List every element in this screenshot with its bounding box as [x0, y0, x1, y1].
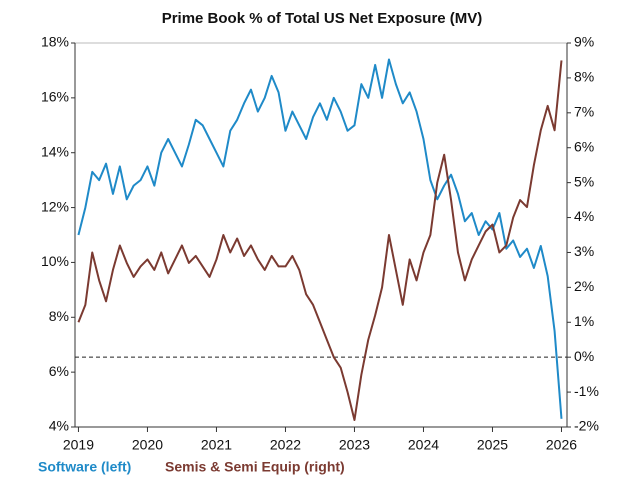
legend-label: Semis & Semi Equip (right)	[165, 459, 345, 475]
y-tick-label: 16%	[41, 89, 69, 105]
y-tick-label: 10%	[41, 253, 69, 269]
x-tick-label: 2019	[63, 437, 94, 453]
y2-tick-label: 7%	[574, 104, 594, 120]
x-tick-label: 2026	[546, 437, 577, 453]
y2-tick-label: 0%	[574, 348, 594, 364]
x-tick-label: 2021	[201, 437, 232, 453]
x-tick-label: 2025	[477, 437, 508, 453]
y2-tick-label: 5%	[574, 173, 594, 189]
y2-tick-label: -1%	[574, 383, 599, 399]
y-tick-label: 18%	[41, 34, 69, 50]
y-tick-label: 8%	[49, 308, 69, 324]
plot-frame	[74, 42, 568, 428]
y-tick-label: 4%	[49, 418, 69, 434]
y2-tick-label: 9%	[574, 34, 594, 50]
x-tick-label: 2022	[270, 437, 301, 453]
x-tick-label: 2024	[408, 437, 439, 453]
x-tick-label: 2020	[132, 437, 163, 453]
legend-label: Software (left)	[38, 459, 131, 475]
x-tick-label: 2023	[339, 437, 370, 453]
chart-title: Prime Book % of Total US Net Exposure (M…	[162, 10, 483, 27]
y-tick-label: 14%	[41, 143, 69, 159]
y2-tick-label: 3%	[574, 243, 594, 259]
y2-tick-label: 1%	[574, 313, 594, 329]
y2-tick-label: -2%	[574, 418, 599, 434]
y-tick-label: 12%	[41, 198, 69, 214]
series-line	[77, 60, 563, 422]
y2-tick-label: 4%	[574, 208, 594, 224]
y2-tick-label: 8%	[574, 69, 594, 85]
y-tick-label: 6%	[49, 363, 69, 379]
y2-tick-label: 2%	[574, 278, 594, 294]
y2-tick-label: 6%	[574, 138, 594, 154]
series-line	[77, 58, 563, 419]
